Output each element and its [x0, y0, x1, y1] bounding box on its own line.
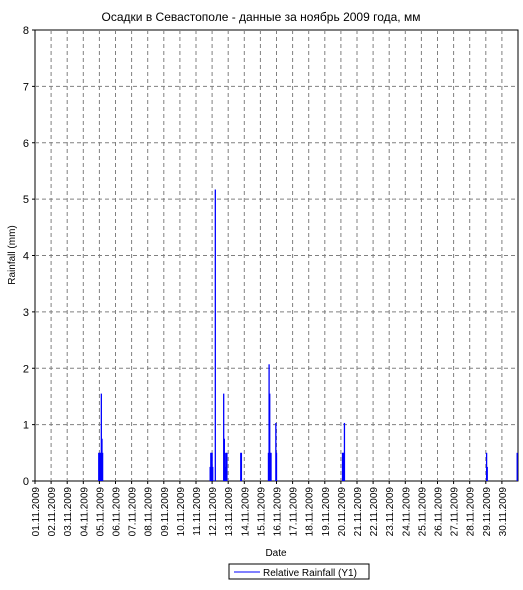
x-tick-label: 28.11.2009: [466, 487, 477, 537]
x-tick-label: 23.11.2009: [385, 487, 396, 537]
y-tick-label: 7: [23, 81, 29, 93]
x-tick-label: 14.11.2009: [240, 487, 251, 537]
x-tick-label: 04.11.2009: [79, 487, 90, 537]
x-tick-label: 05.11.2009: [95, 487, 106, 537]
x-tick-label: 21.11.2009: [353, 487, 364, 537]
x-tick-label: 19.11.2009: [321, 487, 332, 537]
x-axis-ticks: 01.11.2009 02.11.2009 03.11.2009 04.11.2009…: [31, 481, 509, 536]
x-tick-label: 25.11.2009: [417, 487, 428, 537]
x-tick-label: 12.11.2009: [208, 487, 219, 537]
y-tick-label: 2: [23, 363, 29, 375]
x-tick-label: 08.11.2009: [144, 487, 155, 537]
y-tick-label: 5: [23, 194, 29, 206]
x-tick-label: 22.11.2009: [369, 487, 380, 537]
x-tick-label: 29.11.2009: [482, 487, 493, 537]
y-tick-label: 1: [23, 420, 29, 432]
grid-lines: [35, 30, 518, 481]
y-tick-label: 4: [23, 251, 29, 263]
x-tick-label: 02.11.2009: [47, 487, 58, 537]
x-tick-label: 26.11.2009: [434, 487, 445, 537]
y-tick-label: 6: [23, 138, 29, 150]
x-tick-label: 10.11.2009: [176, 487, 187, 537]
x-tick-label: 17.11.2009: [289, 487, 300, 537]
x-tick-label: 06.11.2009: [112, 487, 123, 537]
x-tick-label: 16.11.2009: [273, 487, 284, 537]
y-tick-label: 3: [23, 307, 29, 319]
y-axis-label: Rainfall (mm): [7, 225, 18, 284]
legend: Relative Rainfall (Y1): [228, 563, 370, 580]
x-tick-label: 07.11.2009: [128, 487, 139, 537]
y-axis-ticks: 0 1 2 3 4 5 6 7 8: [23, 25, 35, 488]
x-tick-label: 15.11.2009: [256, 487, 267, 537]
legend-label: Relative Rainfall (Y1): [263, 568, 357, 579]
x-tick-label: 13.11.2009: [224, 487, 235, 537]
x-tick-label: 11.11.2009: [192, 487, 203, 536]
x-axis-label: Date: [265, 548, 287, 559]
y-tick-label: 0: [23, 476, 29, 488]
y-tick-label: 8: [23, 25, 29, 37]
chart-title: Осадки в Севастополе - данные за ноябрь …: [102, 10, 421, 24]
legend-box: [228, 563, 370, 580]
x-tick-label: 30.11.2009: [498, 487, 509, 537]
x-tick-label: 01.11.2009: [31, 487, 42, 537]
x-tick-label: 03.11.2009: [63, 487, 74, 537]
rainfall-bars: [98, 189, 518, 481]
x-tick-label: 09.11.2009: [160, 487, 171, 537]
x-tick-label: 18.11.2009: [305, 487, 316, 537]
x-tick-label: 20.11.2009: [337, 487, 348, 537]
x-tick-label: 24.11.2009: [401, 487, 412, 537]
x-tick-label: 27.11.2009: [450, 487, 461, 537]
